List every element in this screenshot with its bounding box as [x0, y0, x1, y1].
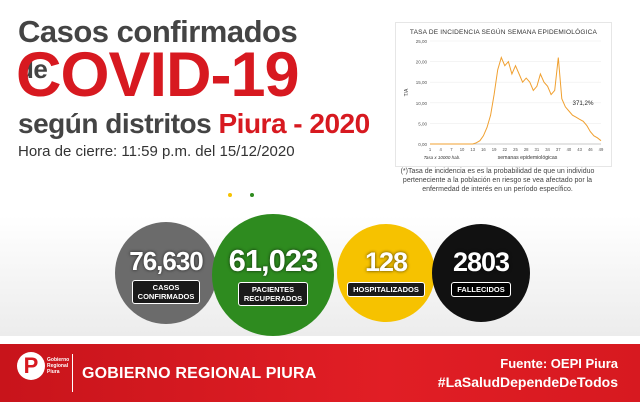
logo-text: Gobierno Regional Piura	[47, 357, 70, 375]
recovered-circle: 61,023 PACIENTES RECUPERADOS	[212, 214, 334, 336]
x-tick-label: 37	[556, 147, 561, 152]
title-line-1-text: Casos confirmados	[18, 14, 298, 49]
y-tick-label: 20,00	[416, 60, 428, 65]
logo-letter: P	[17, 352, 45, 380]
logo-line-1: Gobierno	[47, 357, 70, 363]
hospitalized-value: 128	[364, 247, 408, 277]
hospitalized-label-1: HOSPITALIZADOS	[353, 285, 419, 294]
recovered-value: 61,023	[228, 242, 319, 278]
deaths-label-1: FALLECIDOS	[457, 285, 505, 294]
deaths-circle: 2803 FALLECIDOS	[432, 224, 530, 322]
y-axis-label: T/A	[404, 88, 410, 96]
title-line-3-highlight: Piura - 2020	[218, 108, 370, 139]
x-tick-label: 34	[545, 147, 550, 152]
x-tick-label: 10	[460, 147, 465, 152]
confirmed-cases-circle: 76,630 CASOS CONFIRMADOS	[115, 222, 217, 324]
decorative-dots	[228, 193, 254, 197]
footer-divider	[72, 354, 73, 392]
recovered-label: PACIENTES RECUPERADOS	[237, 281, 309, 306]
hospitalized-label: HOSPITALIZADOS	[347, 282, 425, 297]
title-line-3-prefix: según distritos	[18, 108, 212, 139]
chart-footnote: (*)Tasa de incidencia es es la probabili…	[400, 168, 595, 193]
x-tick-label: 31	[535, 147, 540, 152]
x-tick-label: 13	[470, 147, 475, 152]
deaths-label: FALLECIDOS	[451, 282, 511, 297]
title-covid: COVID-19	[16, 40, 300, 110]
x-tick-label: 40	[567, 147, 572, 152]
title-line-1: Casos confirmados de	[18, 14, 318, 86]
confirmed-cases-label-1: CASOS	[152, 283, 180, 292]
x-axis-label: semanas epidemiológicas	[498, 155, 558, 161]
x-tick-label: 7	[450, 147, 453, 152]
y-tick-label: 10,00	[416, 101, 428, 106]
incidence-chart: TASA DE INCIDENCIA SEGÚN SEMANA EPIDEMIO…	[395, 22, 612, 167]
title-line-1-suffix: de	[18, 54, 48, 84]
data-source: Fuente: OEPI Piura	[500, 356, 618, 371]
confirmed-cases-label: CASOS CONFIRMADOS	[131, 280, 201, 304]
hashtag: #LaSaludDependeDeTodos	[437, 374, 618, 390]
x-tick-label: 22	[502, 147, 507, 152]
x-tick-label: 16	[481, 147, 486, 152]
y-tick-label: 0,00	[418, 142, 427, 147]
closing-time: Hora de cierre: 11:59 p.m. del 15/12/202…	[18, 143, 295, 160]
recovered-label-1: PACIENTES	[251, 284, 295, 294]
organization-name: GOBIERNO REGIONAL PIURA	[82, 365, 317, 382]
confirmed-cases-value: 76,630	[129, 246, 204, 276]
footer-bar: P Gobierno Regional Piura GOBIERNO REGIO…	[0, 344, 640, 402]
title-line-3: según distritos Piura - 2020	[18, 108, 370, 140]
chart-svg: 0,00 5,00 10,00 15,00 20,00 25,00 1 4 7 10 13 16 19 2…	[404, 39, 604, 161]
x-tick-label: 25	[513, 147, 518, 152]
incidence-series-line	[430, 56, 602, 145]
x-tick-label: 46	[588, 147, 593, 152]
x-tick-label: 43	[577, 147, 582, 152]
x-tick-label: 4	[440, 147, 443, 152]
x-tick-label: 49	[599, 147, 604, 152]
chart-annotation: 371,2%	[573, 100, 594, 107]
y-tick-label: 15,00	[416, 80, 428, 85]
deaths-value: 2803	[452, 247, 510, 277]
x-tick-label: 1	[429, 147, 432, 152]
hospitalized-circle: 128 HOSPITALIZADOS	[337, 224, 435, 322]
y-tick-label: 5,00	[418, 121, 427, 126]
x-note-label: Tasa x 10000 hab.	[424, 155, 461, 160]
chart-title: TASA DE INCIDENCIA SEGÚN SEMANA EPIDEMIO…	[409, 29, 598, 36]
gobierno-regional-logo: P Gobierno Regional Piura	[17, 350, 69, 396]
y-tick-label: 25,00	[416, 39, 428, 44]
recovered-label-2: RECUPERADOS	[243, 293, 303, 303]
x-tick-label: 28	[524, 147, 529, 152]
logo-line-3: Piura	[47, 368, 60, 375]
logo-line-2: Regional	[47, 362, 69, 369]
confirmed-cases-label-2: CONFIRMADOS	[137, 292, 195, 301]
x-tick-label: 19	[492, 147, 497, 152]
